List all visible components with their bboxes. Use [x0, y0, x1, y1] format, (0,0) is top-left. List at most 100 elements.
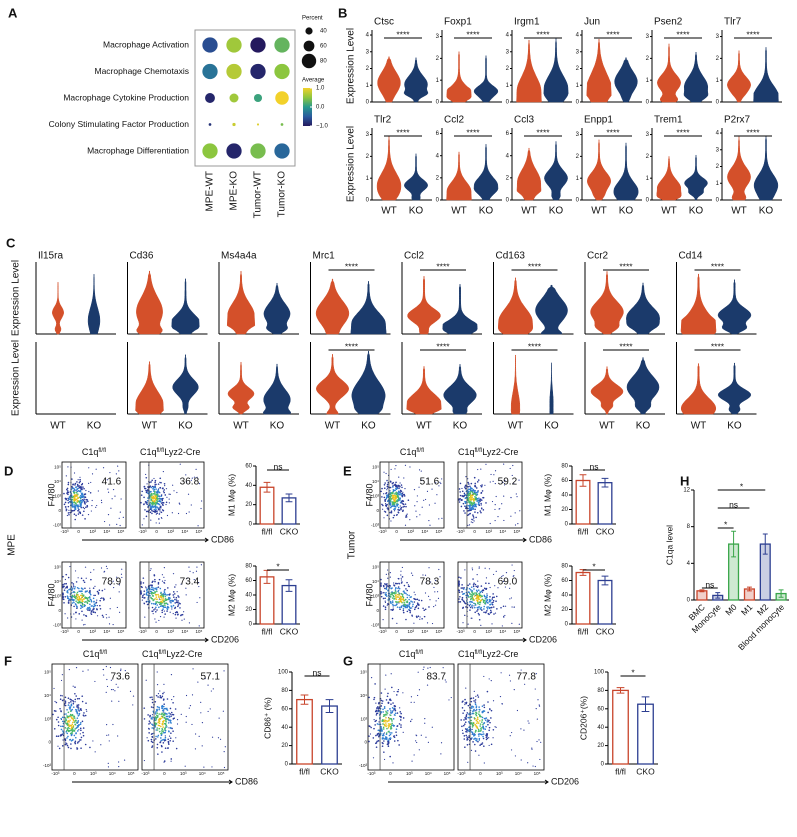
event-dot: [106, 685, 109, 688]
event-dot: [406, 610, 409, 613]
size-legend-label: 60: [320, 44, 327, 50]
y-tick-label: 6: [436, 131, 440, 137]
event-dot: [516, 709, 519, 712]
y-tick-label: 60: [561, 478, 568, 484]
event-dot: [394, 589, 397, 591]
event-dot: [106, 617, 108, 619]
event-dot: [74, 686, 76, 689]
event-dot: [416, 602, 419, 604]
event-dot: [185, 594, 187, 596]
event-dot: [490, 473, 492, 476]
event-dot: [486, 721, 489, 723]
event-dot: [100, 567, 103, 569]
dot: [274, 63, 290, 80]
event-dot: [162, 709, 165, 712]
event-dot: [383, 734, 385, 736]
event-dot: [211, 766, 213, 768]
event-dot: [150, 492, 153, 495]
violin: [590, 271, 624, 335]
event-dot: [474, 611, 477, 614]
event-dot: [540, 741, 542, 743]
event-dot: [76, 505, 79, 508]
event-dot: [407, 604, 409, 607]
event-dot: [175, 596, 178, 599]
event-dot: [165, 720, 168, 723]
event-dot: [161, 728, 163, 730]
event-dot: [375, 712, 378, 715]
event-dot: [89, 587, 91, 589]
event-dot: [55, 735, 58, 737]
event-dot: [536, 740, 538, 743]
event-dot: [465, 687, 467, 689]
event-dot: [494, 482, 496, 485]
event-dot: [398, 744, 400, 746]
event-dot: [403, 605, 405, 607]
violin: [172, 354, 199, 415]
event-dot: [390, 511, 393, 514]
event-dot: [391, 722, 393, 725]
event-dot: [76, 726, 78, 729]
event-dot: [500, 606, 502, 609]
x-tick-label: fl/fl: [578, 526, 589, 536]
event-dot: [80, 721, 82, 724]
event-dot: [67, 711, 70, 714]
event-dot: [65, 582, 67, 585]
event-dot: [400, 494, 403, 496]
event-dot: [409, 466, 411, 468]
event-dot: [151, 593, 153, 595]
event-dot: [160, 592, 162, 595]
dot: [250, 63, 266, 80]
event-dot: [467, 716, 469, 719]
event-dot: [491, 598, 494, 600]
event-dot: [426, 490, 429, 492]
event-dot: [469, 588, 472, 591]
dot: [208, 123, 212, 126]
violin: [446, 51, 472, 103]
event-dot: [161, 716, 164, 719]
event-dot: [156, 715, 159, 717]
event-dot: [473, 582, 475, 585]
event-dot: [484, 484, 486, 486]
event-dot: [480, 507, 483, 510]
y-tick-label: 100: [278, 670, 289, 676]
event-dot: [162, 738, 165, 741]
event-dot: [73, 472, 76, 474]
event-dot: [491, 596, 494, 599]
event-dot: [472, 498, 475, 500]
event-dot: [482, 726, 485, 729]
event-dot: [186, 577, 188, 579]
event-dot: [157, 489, 160, 491]
event-dot: [74, 720, 77, 722]
event-dot: [467, 584, 469, 587]
event-dot: [112, 688, 114, 691]
event-dot: [157, 508, 160, 511]
event-dot: [400, 570, 402, 572]
y-tick-label: 10⁵: [372, 564, 379, 569]
x-axis-arrow: [400, 637, 527, 643]
event-dot: [370, 677, 373, 679]
violin: [516, 39, 542, 103]
event-dot: [494, 585, 496, 587]
event-dot: [150, 706, 153, 708]
y-tick-label: 20: [561, 507, 568, 513]
event-dot: [93, 601, 95, 603]
event-dot: [149, 590, 152, 593]
violin: [227, 361, 255, 415]
event-dot: [472, 492, 475, 495]
event-dot: [86, 608, 88, 610]
dot: [205, 93, 215, 103]
event-dot: [465, 594, 467, 597]
event-dot: [408, 594, 410, 597]
event-dot: [168, 712, 170, 714]
event-dot: [490, 709, 493, 712]
event-dot: [480, 468, 482, 470]
event-dot: [54, 700, 56, 703]
event-dot: [70, 729, 73, 732]
event-dot: [111, 700, 113, 702]
event-dot: [462, 502, 465, 505]
event-dot: [159, 717, 161, 720]
event-dot: [392, 516, 395, 519]
event-dot: [473, 690, 475, 692]
title-base: C1q: [142, 649, 159, 659]
significance-label: ****: [345, 261, 359, 271]
